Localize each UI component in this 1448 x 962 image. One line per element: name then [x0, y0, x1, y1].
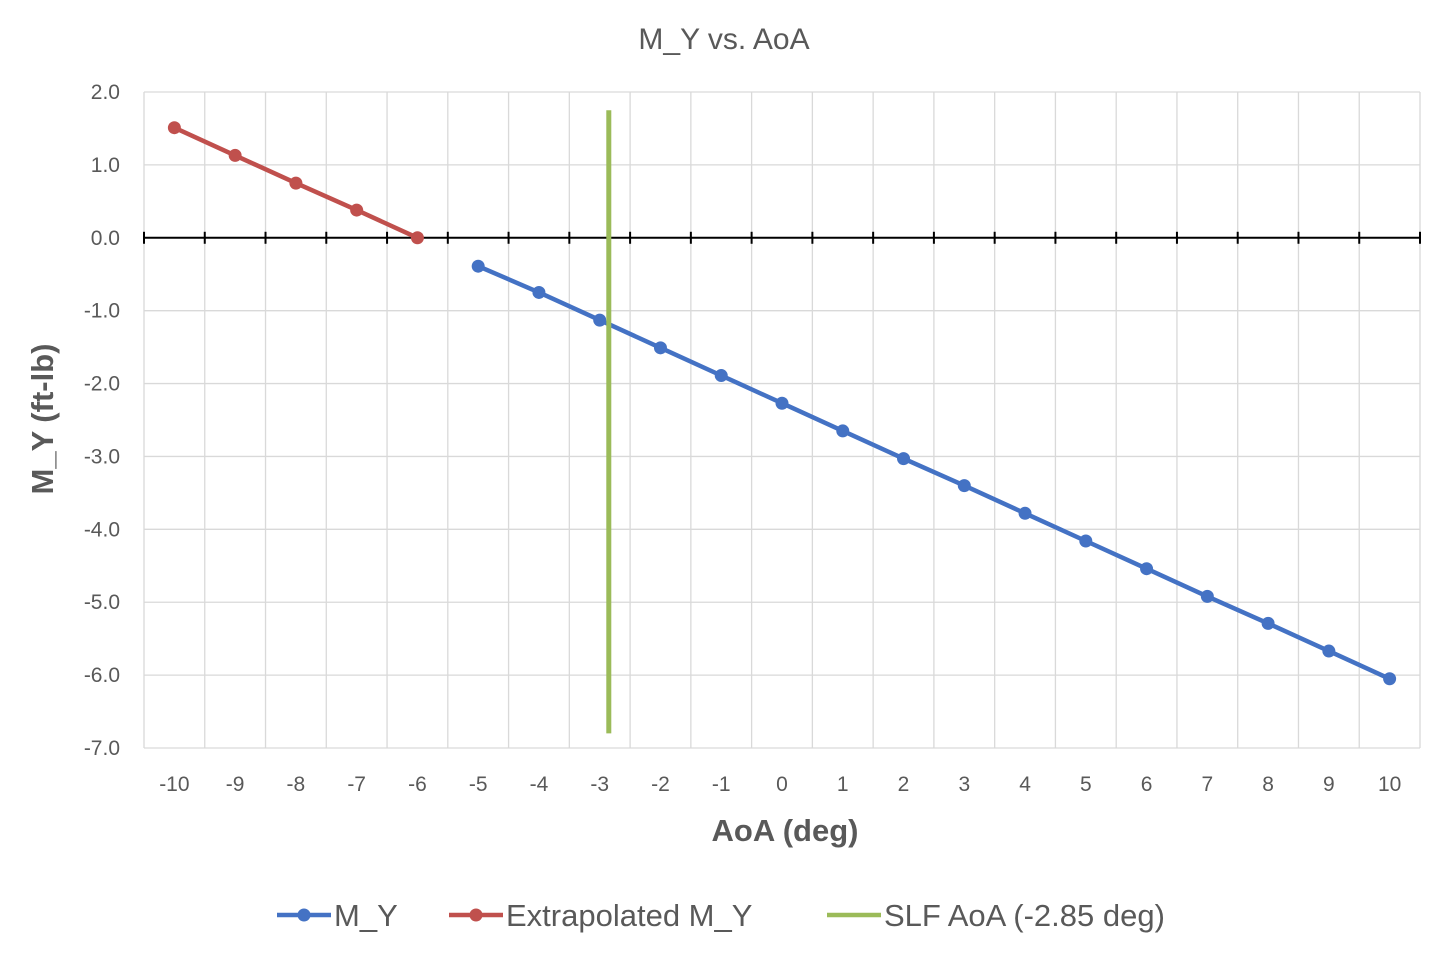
- x-tick-label: 7: [1201, 773, 1213, 796]
- y-tick-label: -3.0: [84, 445, 120, 468]
- data-point: [957, 479, 971, 493]
- x-tick-label: -8: [287, 773, 306, 796]
- x-tick-label: 8: [1262, 773, 1274, 796]
- data-point: [1200, 589, 1214, 603]
- data-point: [1261, 616, 1275, 630]
- grid-lines: [143, 91, 1421, 749]
- y-tick-label: -2.0: [84, 373, 120, 396]
- data-point: [410, 231, 424, 245]
- x-tick-label: 5: [1080, 773, 1092, 796]
- x-tick-label: -6: [408, 773, 427, 796]
- legend: M_Y Extrapolated M_Y SLF AoA (-2.85 deg): [277, 898, 1165, 933]
- x-tick-label: -7: [347, 773, 366, 796]
- x-tick-label: 3: [958, 773, 970, 796]
- x-tick-label: 9: [1323, 773, 1335, 796]
- data-point: [1079, 534, 1093, 548]
- x-tick-label: -5: [469, 773, 488, 796]
- data-point: [289, 176, 303, 190]
- x-tick-label: -4: [530, 773, 549, 796]
- legend-label: M_Y: [334, 898, 398, 933]
- x-tick-label: 1: [837, 773, 849, 796]
- x-tick-labels: -10 -9 -8 -7 -6 -5 -4 -3 -2 -1 0 1 2 3 4 5 6 7 8 9 10: [159, 773, 1401, 796]
- legend-label: Extrapolated M_Y: [506, 898, 752, 933]
- x-tick-label: -3: [590, 773, 609, 796]
- series-line: [477, 264, 1391, 681]
- data-point: [653, 341, 667, 355]
- x-tick-label: -1: [712, 773, 731, 796]
- x-tick-label: 10: [1378, 773, 1401, 796]
- x-tick-label: -2: [651, 773, 670, 796]
- y-tick-label: -6.0: [84, 664, 120, 687]
- data-point: [1140, 562, 1154, 576]
- y-tick-label: -7.0: [84, 737, 120, 760]
- data-point: [714, 369, 728, 383]
- y-tick-labels: 2.0 1.0 0.0 -1.0 -2.0 -3.0 -4.0 -5.0 -6.0 -7.0: [84, 81, 120, 760]
- y-tick-label: 1.0: [91, 154, 120, 177]
- data-point: [1018, 506, 1032, 520]
- legend-marker: [297, 908, 311, 922]
- x-tick-label: -10: [159, 773, 189, 796]
- legend-item: Extrapolated M_Y: [449, 898, 752, 933]
- data-point: [532, 285, 546, 299]
- axes: [143, 231, 1421, 244]
- series-0: [471, 259, 1397, 686]
- x-tick-label: 0: [776, 773, 788, 796]
- data-point: [593, 313, 607, 327]
- x-axis-label: AoA (deg): [712, 813, 859, 848]
- legend-item: SLF AoA (-2.85 deg): [827, 898, 1165, 933]
- y-tick-label: 0.0: [91, 227, 120, 250]
- data-point: [228, 148, 242, 162]
- data-point: [1383, 672, 1397, 686]
- y-axis-label: M_Y (ft-lb): [25, 344, 60, 495]
- x-tick-label: 6: [1141, 773, 1153, 796]
- data-point: [167, 121, 181, 135]
- x-tick-label: 4: [1019, 773, 1031, 796]
- data-point: [775, 396, 789, 410]
- data-point: [897, 452, 911, 466]
- data-point: [350, 203, 364, 217]
- series-layer: [167, 110, 1397, 734]
- series-1: [167, 121, 424, 245]
- data-point: [836, 424, 850, 438]
- x-tick-label: -9: [226, 773, 245, 796]
- data-point: [471, 259, 485, 273]
- legend-marker: [469, 908, 483, 922]
- legend-item: M_Y: [277, 898, 398, 933]
- y-tick-label: -1.0: [84, 300, 120, 323]
- y-tick-label: -5.0: [84, 591, 120, 614]
- y-tick-label: 2.0: [91, 81, 120, 104]
- x-tick-label: 2: [898, 773, 910, 796]
- legend-label: SLF AoA (-2.85 deg): [884, 898, 1165, 933]
- y-tick-label: -4.0: [84, 518, 120, 541]
- chart-title: M_Y vs. AoA: [638, 23, 809, 56]
- data-point: [1322, 644, 1336, 658]
